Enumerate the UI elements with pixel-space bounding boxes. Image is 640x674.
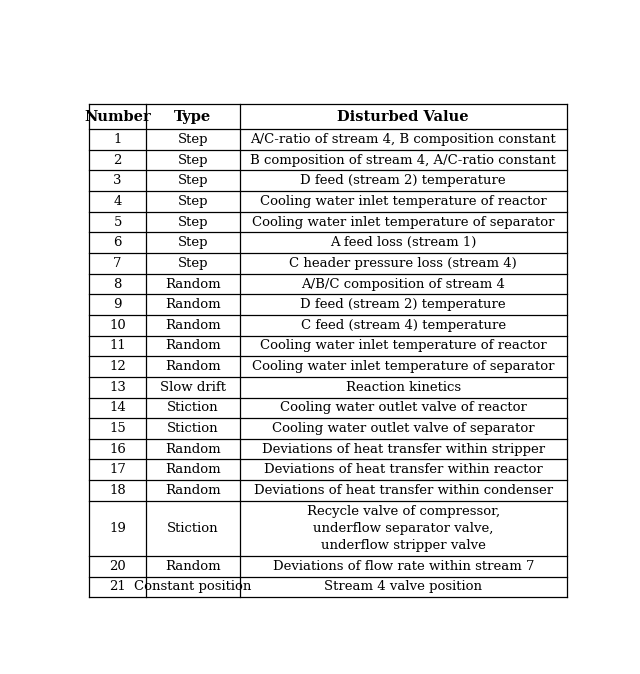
Text: Random: Random	[165, 560, 221, 573]
Text: Step: Step	[178, 216, 208, 228]
Text: A feed loss (stream 1): A feed loss (stream 1)	[330, 236, 477, 249]
Text: Slow drift: Slow drift	[160, 381, 226, 394]
Text: Type: Type	[174, 110, 212, 124]
Text: Stiction: Stiction	[167, 422, 219, 435]
Text: Random: Random	[165, 463, 221, 477]
Text: A/B/C composition of stream 4: A/B/C composition of stream 4	[301, 278, 505, 290]
Text: Random: Random	[165, 484, 221, 497]
Text: 10: 10	[109, 319, 126, 332]
Text: 8: 8	[113, 278, 122, 290]
Text: Cooling water outlet valve of reactor: Cooling water outlet valve of reactor	[280, 402, 527, 415]
Text: Cooling water inlet temperature of separator: Cooling water inlet temperature of separ…	[252, 216, 554, 228]
Text: Step: Step	[178, 236, 208, 249]
Text: Step: Step	[178, 195, 208, 208]
Text: 4: 4	[113, 195, 122, 208]
Text: 19: 19	[109, 522, 126, 535]
Text: Random: Random	[165, 298, 221, 311]
Text: C feed (stream 4) temperature: C feed (stream 4) temperature	[301, 319, 506, 332]
Text: 14: 14	[109, 402, 126, 415]
Text: 6: 6	[113, 236, 122, 249]
Text: 20: 20	[109, 560, 126, 573]
Text: Stream 4 valve position: Stream 4 valve position	[324, 580, 483, 593]
Text: Stiction: Stiction	[167, 522, 219, 535]
Text: Recycle valve of compressor,
underflow separator valve,
underflow stripper valve: Recycle valve of compressor, underflow s…	[307, 505, 500, 552]
Text: Step: Step	[178, 257, 208, 270]
Text: 13: 13	[109, 381, 126, 394]
Text: Cooling water outlet valve of separator: Cooling water outlet valve of separator	[272, 422, 534, 435]
Text: 9: 9	[113, 298, 122, 311]
Text: Random: Random	[165, 360, 221, 373]
Text: Random: Random	[165, 340, 221, 353]
Text: Stiction: Stiction	[167, 402, 219, 415]
Text: Step: Step	[178, 175, 208, 187]
Text: Random: Random	[165, 443, 221, 456]
Text: 12: 12	[109, 360, 126, 373]
Text: Deviations of heat transfer within stripper: Deviations of heat transfer within strip…	[262, 443, 545, 456]
Text: Cooling water inlet temperature of separator: Cooling water inlet temperature of separ…	[252, 360, 554, 373]
Text: 1: 1	[113, 133, 122, 146]
Text: 2: 2	[113, 154, 122, 166]
Text: D feed (stream 2) temperature: D feed (stream 2) temperature	[301, 298, 506, 311]
Text: D feed (stream 2) temperature: D feed (stream 2) temperature	[301, 175, 506, 187]
Text: Random: Random	[165, 319, 221, 332]
Text: Deviations of heat transfer within reactor: Deviations of heat transfer within react…	[264, 463, 543, 477]
Text: 16: 16	[109, 443, 126, 456]
Text: Reaction kinetics: Reaction kinetics	[346, 381, 461, 394]
Text: 3: 3	[113, 175, 122, 187]
Text: 5: 5	[113, 216, 122, 228]
Text: 17: 17	[109, 463, 126, 477]
Text: 21: 21	[109, 580, 126, 593]
Text: Disturbed Value: Disturbed Value	[337, 110, 469, 124]
Text: Deviations of heat transfer within condenser: Deviations of heat transfer within conde…	[253, 484, 553, 497]
Text: 7: 7	[113, 257, 122, 270]
Text: Number: Number	[84, 110, 151, 124]
Text: Cooling water inlet temperature of reactor: Cooling water inlet temperature of react…	[260, 195, 547, 208]
Text: Deviations of flow rate within stream 7: Deviations of flow rate within stream 7	[273, 560, 534, 573]
Text: Step: Step	[178, 154, 208, 166]
Text: 18: 18	[109, 484, 126, 497]
Text: C header pressure loss (stream 4): C header pressure loss (stream 4)	[289, 257, 517, 270]
Text: B composition of stream 4, A/C-ratio constant: B composition of stream 4, A/C-ratio con…	[250, 154, 556, 166]
Text: 11: 11	[109, 340, 126, 353]
Text: 15: 15	[109, 422, 126, 435]
Text: Random: Random	[165, 278, 221, 290]
Text: A/C-ratio of stream 4, B composition constant: A/C-ratio of stream 4, B composition con…	[250, 133, 556, 146]
Text: Constant position: Constant position	[134, 580, 252, 593]
Text: Step: Step	[178, 133, 208, 146]
Text: Cooling water inlet temperature of reactor: Cooling water inlet temperature of react…	[260, 340, 547, 353]
